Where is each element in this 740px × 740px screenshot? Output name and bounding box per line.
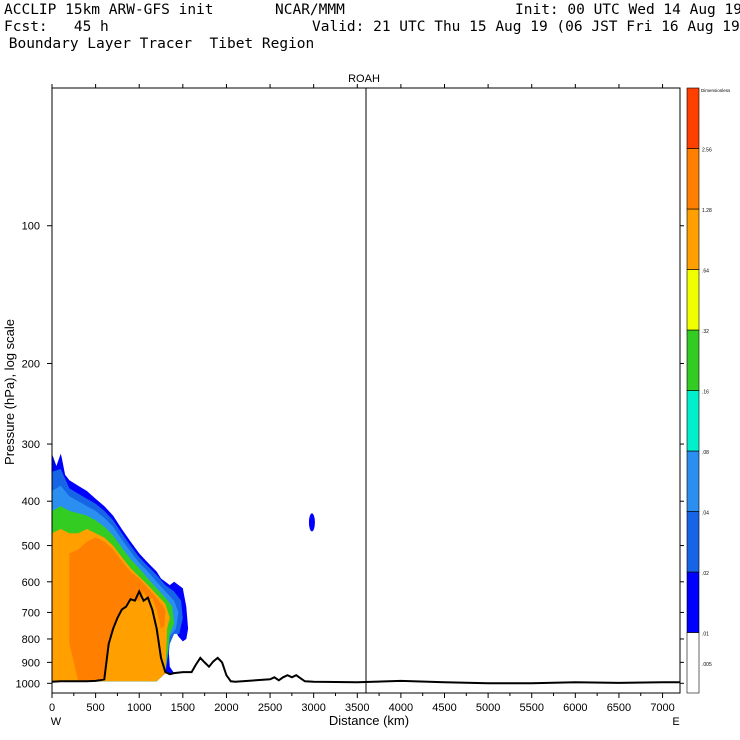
colorbar-segment	[686, 511, 700, 573]
y-tick-label: 900	[22, 657, 40, 669]
terrain-layer	[51, 589, 680, 685]
colorbar-level-label: .08	[702, 450, 709, 456]
header-line3-left: Boundary Layer Tracer Tibet Region	[0, 36, 315, 52]
colorbar-title: Dimensionless	[701, 88, 731, 93]
colorbar-segment	[686, 269, 700, 331]
colorbar-segment	[686, 148, 700, 210]
tracer-region-1.28	[69, 537, 166, 682]
colorbar: .005 .01 .02 .04 .08 .16 .32 .64 1.28 2.56 Dimensi…	[686, 87, 731, 694]
colorbar-segment	[686, 390, 700, 452]
y-tick-label: 700	[22, 607, 40, 619]
y-tick-label: 200	[22, 358, 40, 370]
chart-title: ROAH	[348, 73, 380, 85]
terrain-line	[51, 589, 680, 685]
y-tick-label: 400	[22, 496, 40, 508]
x-tick-label: 3500	[345, 702, 369, 714]
colorbar-level-label: .32	[702, 329, 709, 335]
tracer-blob	[308, 513, 315, 532]
x-tick-label: 2500	[258, 702, 282, 714]
colorbar-level-label: .04	[702, 511, 709, 517]
colorbar-segment	[686, 208, 700, 270]
y-tick-label: 300	[22, 439, 40, 451]
y-tick-label: 100	[22, 221, 40, 233]
y-axis-label: Pressure (hPa), log scale	[2, 319, 17, 465]
x-tick-label: 0	[49, 702, 55, 714]
colorbar-segment	[686, 571, 700, 633]
header-line2-left: Fcst: 45 h	[4, 19, 109, 35]
y-tick-label: 1000	[16, 678, 40, 690]
x-tick-label: 4000	[389, 702, 413, 714]
header-line2-right: Valid: 21 UTC Thu 15 Aug 19 (06 JST Fri …	[312, 19, 740, 35]
x-endpoint-right: E	[672, 716, 679, 728]
x-axis-label: Distance (km)	[329, 713, 409, 728]
colorbar-segment	[686, 87, 700, 149]
colorbar-level-label: .64	[702, 269, 709, 275]
x-tick-label: 3000	[301, 702, 325, 714]
header-line1-right: Init: 00 UTC Wed 14 Aug 19	[515, 2, 740, 18]
x-tick-label: 6000	[563, 702, 587, 714]
colorbar-segment	[686, 450, 700, 512]
header-line1-mid: NCAR/MMM	[275, 2, 345, 18]
y-tick-label: 600	[22, 577, 40, 589]
x-tick-label: 1500	[171, 702, 195, 714]
colorbar-level-label: 2.56	[702, 148, 712, 154]
colorbar-level-label: .005	[702, 662, 712, 668]
x-tick-label: 7000	[650, 702, 674, 714]
colorbar-level-label: .16	[702, 390, 709, 396]
axes: 0 500 1000 1500 2000 2500 3000 3500 4000 4500 5000…	[16, 84, 684, 714]
colorbar-level-label: .02	[702, 571, 709, 577]
x-tick-label: 5000	[476, 702, 500, 714]
colorbar-level-label: .01	[702, 632, 709, 638]
x-tick-label: 2000	[214, 702, 238, 714]
x-tick-label: 500	[86, 702, 104, 714]
y-tick-label: 500	[22, 541, 40, 553]
colorbar-level-label: 1.28	[702, 208, 712, 214]
header-line1-left: ACCLIP 15km ARW-GFS init	[4, 2, 214, 18]
colorbar-segment	[686, 329, 700, 391]
x-tick-label: 4500	[432, 702, 456, 714]
x-endpoint-left: W	[51, 716, 62, 728]
x-tick-label: 1000	[127, 702, 151, 714]
y-tick-label: 800	[22, 634, 40, 646]
colorbar-segment	[686, 632, 700, 694]
x-tick-label: 6500	[607, 702, 631, 714]
x-tick-label: 5500	[519, 702, 543, 714]
